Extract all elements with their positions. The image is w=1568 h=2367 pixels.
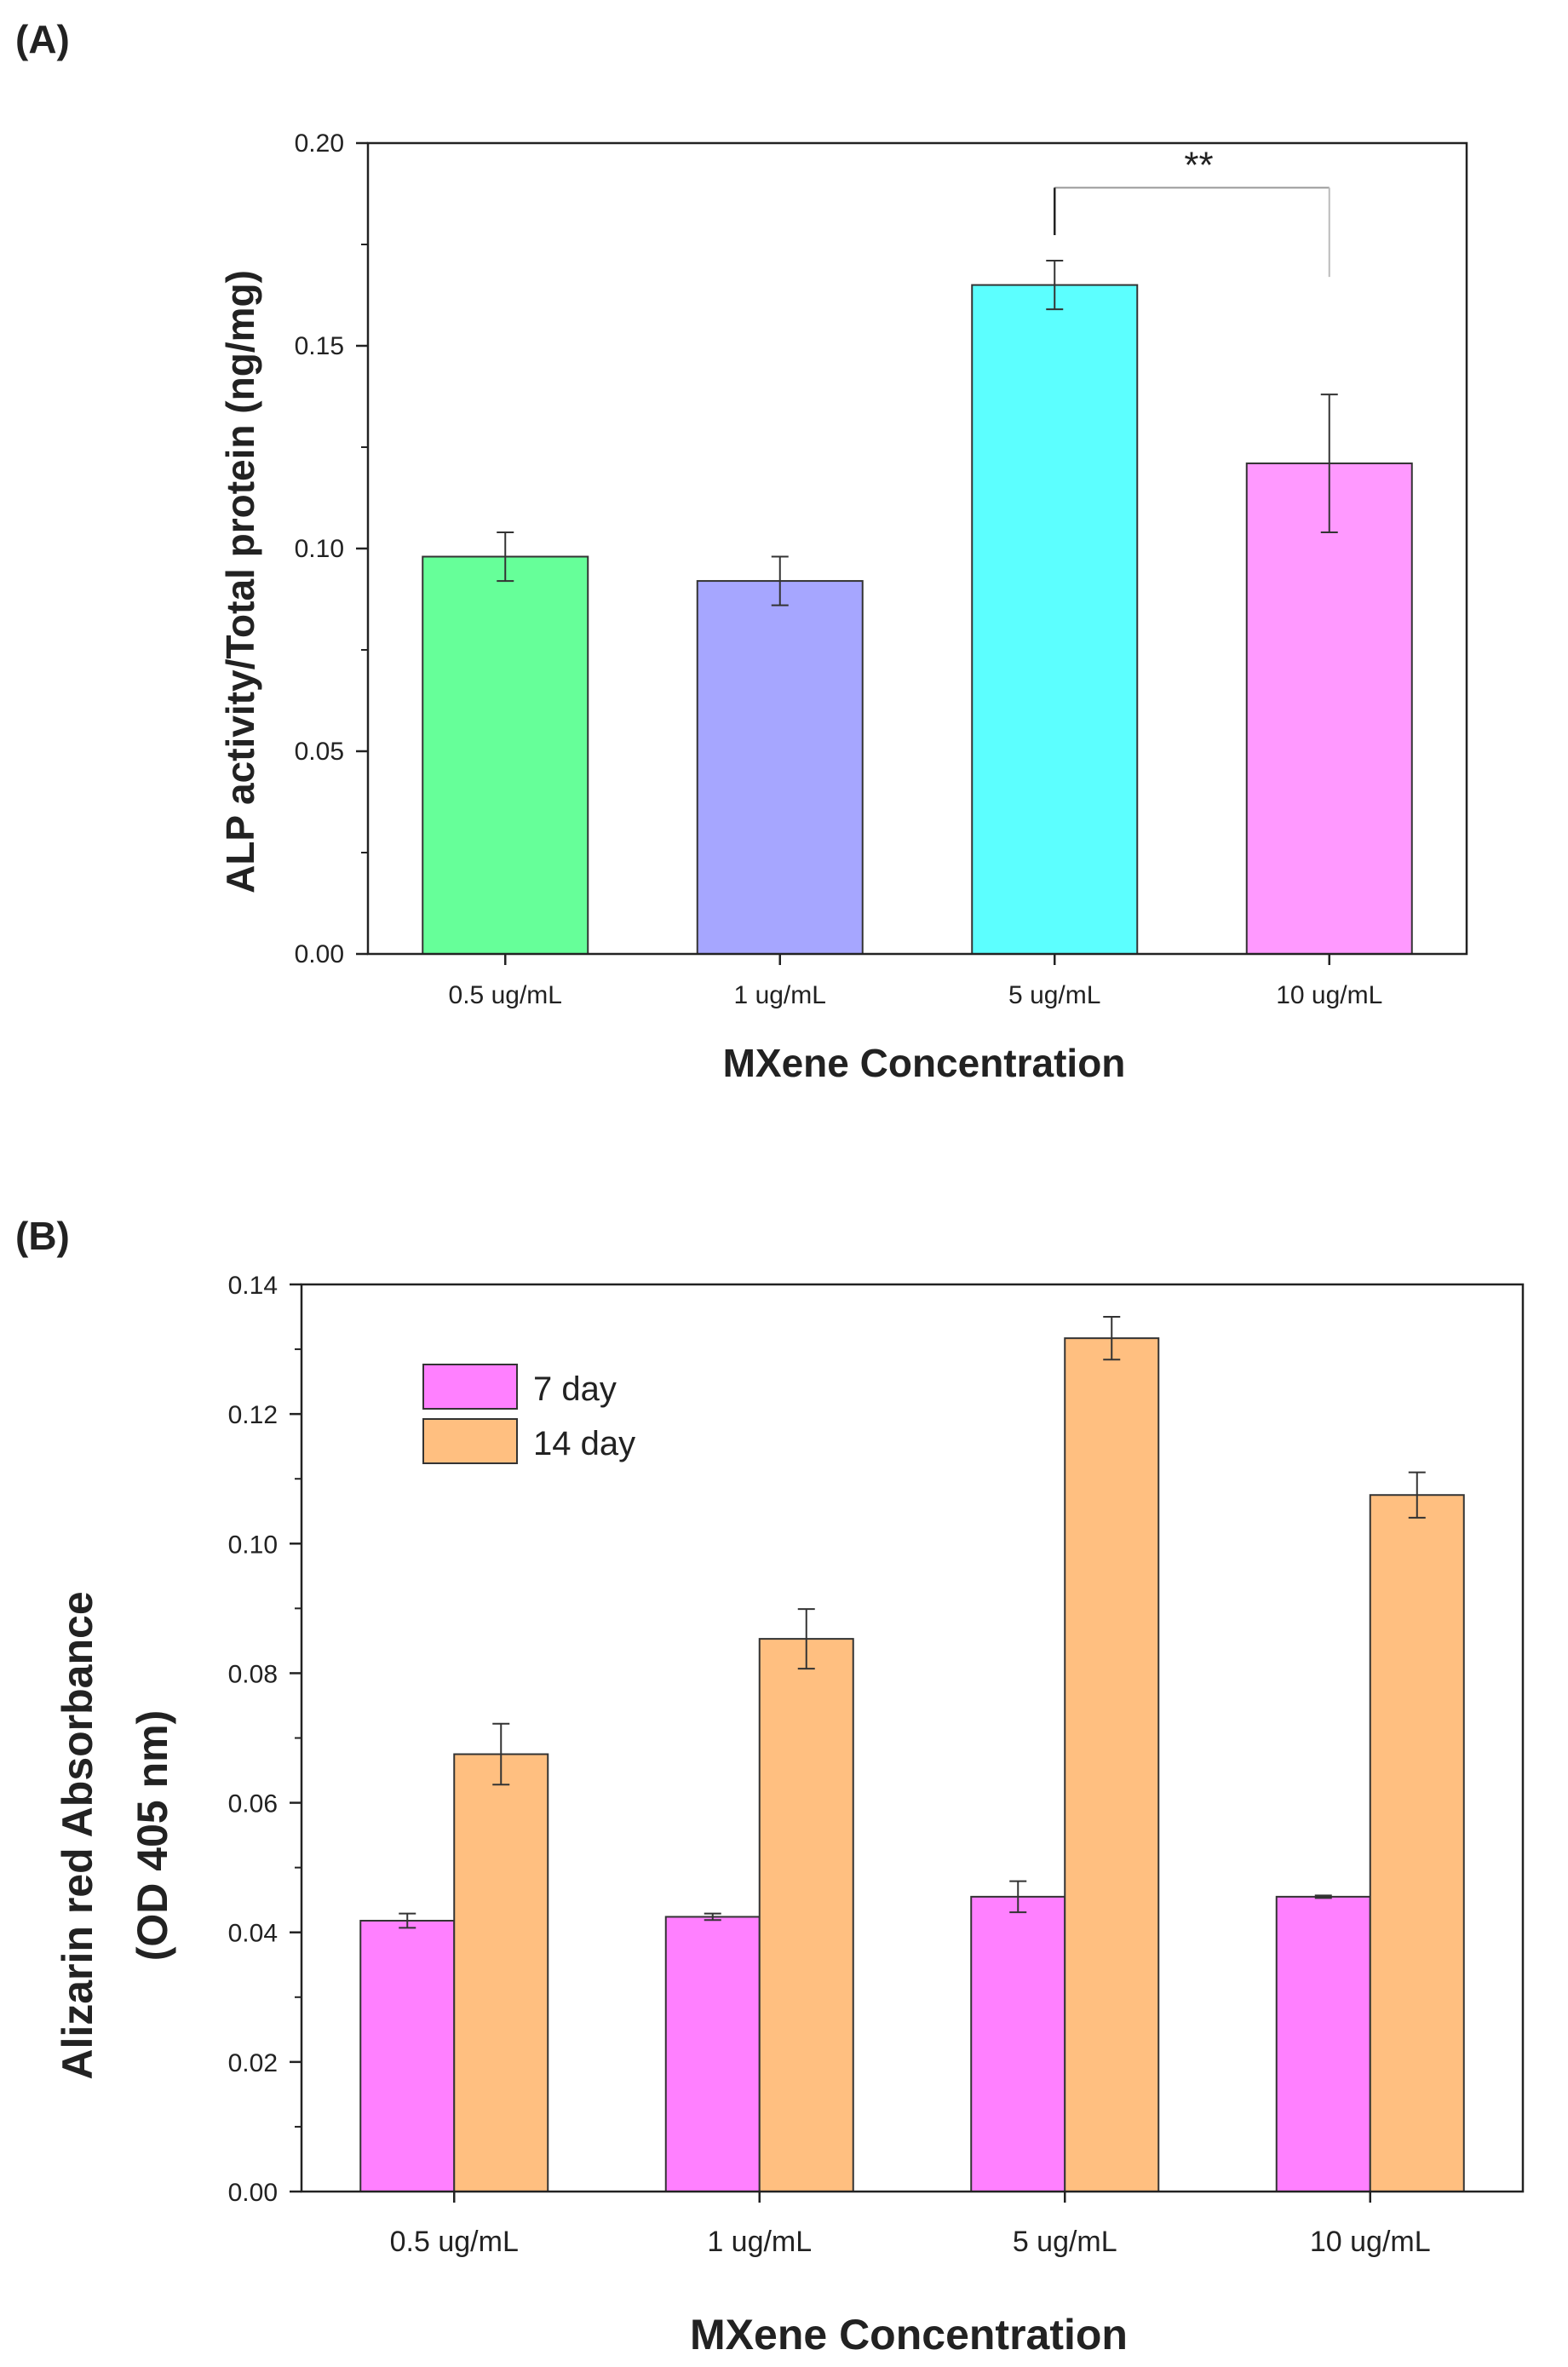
- y-tick-label: 0.14: [228, 1272, 278, 1300]
- x-tick-label-10-ug-ml: 10 ug/mL: [1276, 981, 1382, 1009]
- y-tick-label: 0.00: [295, 940, 344, 968]
- chart-a-panel: (A) ** 0.00 0.05 0.10 0.15 0.20 0.5 ug/mL 1 u…: [15, 17, 1468, 1085]
- y-tick-label: 0.20: [295, 129, 344, 158]
- chart-a: (A) ** 0.00 0.05 0.10 0.15 0.20 0.5 ug/mL 1 u…: [15, 17, 1468, 1085]
- legend-label-7-day: 7 day: [533, 1370, 617, 1408]
- legend-swatch-14-day: [422, 1418, 518, 1464]
- bar-14-day-0-5-ug-ml: [453, 1753, 549, 2192]
- x-tick-label-0-5-ug-ml: 0.5 ug/mL: [449, 981, 562, 1009]
- legend: 7 day 14 day: [422, 1364, 635, 1464]
- x-tick-label-1-ug-ml: 1 ug/mL: [707, 2226, 812, 2258]
- x-tick-label-5-ug-ml: 5 ug/mL: [1013, 2226, 1117, 2258]
- y-tick-label: 0.00: [228, 2179, 278, 2207]
- bar-7-day-5-ug-ml: [970, 1895, 1066, 2192]
- legend-swatch-7-day: [422, 1364, 518, 1410]
- bar-14-day-10-ug-ml: [1369, 1494, 1465, 2193]
- panel-label-b: (B): [15, 1214, 70, 1258]
- bar-1-ug-ml: [696, 580, 864, 956]
- y-tick-label: 0.10: [295, 535, 344, 563]
- bar-5-ug-ml: [971, 284, 1139, 956]
- bar-14-day-5-ug-ml: [1064, 1337, 1160, 2192]
- x-tick-label-0-5-ug-ml: 0.5 ug/mL: [390, 2226, 519, 2258]
- x-axis-title-a: MXene Concentration: [723, 1041, 1126, 1085]
- bar-7-day-1-ug-ml: [664, 1916, 761, 2192]
- y-tick-label: 0.12: [228, 1401, 278, 1429]
- bar-7-day-0-5-ug-ml: [359, 1920, 456, 2192]
- bar-0-5-ug-ml: [422, 555, 589, 956]
- significance-marker: **: [1184, 144, 1213, 186]
- chart-b-panel: (B) 0.00 0.02 0.04 0.06 0.08 0.10 0.12 0.14 0.5…: [0, 1184, 1568, 2367]
- bar-7-day-10-ug-ml: [1275, 1895, 1371, 2192]
- bar-14-day-1-ug-ml: [758, 1638, 854, 2192]
- x-tick-label-10-ug-ml: 10 ug/mL: [1310, 2226, 1431, 2258]
- chart-b: (B) 0.00 0.02 0.04 0.06 0.08 0.10 0.12 0.14 0.5…: [15, 1214, 1525, 2358]
- y-tick-label: 0.02: [228, 2049, 278, 2077]
- x-tick-label-1-ug-ml: 1 ug/mL: [734, 981, 826, 1009]
- panel-label-a: (A): [15, 17, 70, 61]
- y-tick-label: 0.15: [295, 332, 344, 360]
- y-tick-label: 0.10: [228, 1531, 278, 1559]
- y-tick-label: 0.04: [228, 1920, 278, 1948]
- y-axis-title-b-line1: Alizarin red Absorbance: [54, 1591, 101, 2079]
- y-tick-label: 0.05: [295, 738, 344, 766]
- x-tick-label-5-ug-ml: 5 ug/mL: [1008, 981, 1100, 1009]
- y-axis-title-b-line2: (OD 405 nm): [129, 1710, 176, 1962]
- y-tick-label: 0.06: [228, 1790, 278, 1818]
- y-tick-label: 0.08: [228, 1660, 278, 1688]
- bar-10-ug-ml: [1245, 462, 1413, 955]
- y-axis-title-a: ALP activity/Total protein (ng/mg): [218, 270, 262, 893]
- legend-label-14-day: 14 day: [533, 1425, 635, 1462]
- x-axis-title-b: MXene Concentration: [690, 2311, 1128, 2358]
